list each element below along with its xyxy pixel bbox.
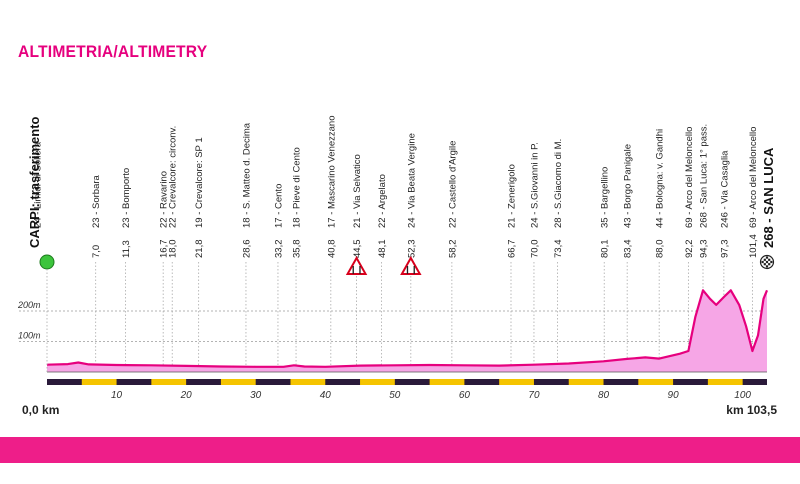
x-tick-label: 90 bbox=[668, 390, 680, 401]
finish-checker bbox=[764, 263, 766, 265]
waypoint-km: 97,3 bbox=[719, 240, 730, 259]
x-tick-label: 10 bbox=[111, 390, 123, 401]
waypoint-km: 101,4 bbox=[748, 234, 759, 258]
y-tick-label: 200m bbox=[17, 300, 41, 310]
finish-checker bbox=[770, 261, 772, 263]
finish-checker bbox=[768, 263, 770, 265]
waypoint-name: 35 - Bargellino bbox=[600, 167, 611, 228]
bottom-band bbox=[0, 437, 800, 463]
km-band-segment bbox=[151, 379, 186, 385]
waypoint-name: 69 - Arco del Meloncello bbox=[684, 127, 695, 228]
waypoint-name: 19 - Crevalcore: SP 1 bbox=[194, 137, 205, 228]
y-tick-label: 100m bbox=[18, 331, 41, 341]
start-marker bbox=[40, 255, 54, 269]
waypoint-name: 21 - Zenerigolo bbox=[507, 164, 518, 228]
waypoint-km: 83,4 bbox=[623, 240, 634, 259]
waypoint-name: 24 - S.Giovanni in P. bbox=[529, 142, 540, 228]
km-band-segment bbox=[499, 379, 534, 385]
x-tick-label: 50 bbox=[389, 390, 401, 401]
waypoint-km: 21,8 bbox=[194, 240, 205, 259]
waypoint-name: 17 - Mascarino Venezzano bbox=[326, 116, 337, 228]
waypoint-km: 80,1 bbox=[600, 240, 611, 259]
waypoint-name: 21 - Via Selvatico bbox=[352, 154, 363, 228]
km-band-segment bbox=[638, 379, 673, 385]
waypoint-km: 70,0 bbox=[529, 240, 540, 259]
waypoint-name: 18 - S. Matteo d. Decima bbox=[241, 122, 252, 228]
waypoint-name: 23 - Sorbara bbox=[91, 174, 102, 228]
waypoint-km: 33,2 bbox=[273, 240, 284, 259]
km-band-segment bbox=[221, 379, 256, 385]
km-band-segment bbox=[360, 379, 395, 385]
waypoint-km: 88,0 bbox=[655, 240, 666, 259]
waypoint-km: 48,1 bbox=[377, 240, 388, 259]
waypoint-name: 18 - Pieve di Cento bbox=[292, 147, 303, 228]
km-band-segment bbox=[82, 379, 117, 385]
elevation-area bbox=[47, 290, 767, 372]
waypoint-name: 17 - Cento bbox=[273, 184, 284, 228]
waypoint-km: 40,8 bbox=[326, 240, 337, 259]
waypoint-km: 66,7 bbox=[507, 240, 518, 259]
waypoint-km: 7,0 bbox=[91, 245, 102, 258]
waypoint-km: 94,3 bbox=[699, 240, 710, 259]
waypoint-name: 22 - Crevalcore: circonv. bbox=[168, 126, 179, 228]
waypoint-km: 92,2 bbox=[684, 240, 695, 259]
waypoint-name: 28 - S.Giacomo di M. bbox=[553, 139, 564, 228]
waypoint-km: 11,3 bbox=[121, 240, 132, 258]
x-tick-label: 70 bbox=[528, 390, 540, 401]
finish-checker bbox=[764, 259, 766, 261]
finish-checker bbox=[768, 259, 770, 261]
waypoint-km: 18,0 bbox=[168, 240, 179, 259]
waypoint-name: 23 - Bomporto bbox=[121, 168, 132, 228]
finish-checker bbox=[766, 265, 768, 267]
finish-checker bbox=[762, 261, 764, 263]
x-tick-label: 100 bbox=[734, 390, 751, 401]
waypoint-name: 24 - Via Beata Vergine bbox=[406, 133, 417, 228]
waypoint-km: 35,8 bbox=[292, 240, 303, 259]
finish-label: 268 - SAN LUCA bbox=[761, 147, 776, 248]
start-km-label: 0,0 km bbox=[22, 403, 59, 417]
x-tick-label: 80 bbox=[598, 390, 610, 401]
km-band-segment bbox=[569, 379, 604, 385]
waypoint-name: 22 - Castello d'Argile bbox=[447, 141, 458, 228]
km-band-segment bbox=[708, 379, 743, 385]
x-tick-label: 30 bbox=[250, 390, 262, 401]
waypoint-km: 28,6 bbox=[241, 240, 252, 259]
start-label: CARPI: trasferimento bbox=[27, 116, 42, 248]
waypoint-km: 58,2 bbox=[447, 240, 458, 259]
x-tick-label: 20 bbox=[180, 390, 193, 401]
waypoint-name: 43 - Borgo Panigale bbox=[623, 144, 634, 228]
end-km-label: km 103,5 bbox=[726, 403, 777, 417]
x-tick-label: 40 bbox=[320, 390, 332, 401]
finish-checker bbox=[766, 257, 768, 259]
waypoint-km: 52,3 bbox=[406, 240, 417, 259]
waypoint-name: 44 - Bologna: v. Gandhi bbox=[655, 129, 666, 228]
waypoint-km: 44,5 bbox=[352, 240, 363, 259]
waypoint-name: 268 - San Luca: 1° pass. bbox=[699, 124, 710, 228]
waypoint-name: 246 - Via Casaglia bbox=[719, 150, 730, 228]
finish-checker bbox=[766, 261, 768, 263]
x-tick-label: 60 bbox=[459, 390, 471, 401]
waypoint-name: 69 - Arco del Meloncello bbox=[748, 127, 759, 228]
km-band-segment bbox=[290, 379, 325, 385]
waypoint-km: 73,4 bbox=[553, 240, 564, 259]
km-band-segment bbox=[430, 379, 465, 385]
warning-icon-glyph: ❙❙ bbox=[350, 265, 363, 274]
warning-icon-glyph: ❙❙ bbox=[404, 265, 417, 274]
waypoint-name: 22 - Argelato bbox=[377, 174, 388, 228]
